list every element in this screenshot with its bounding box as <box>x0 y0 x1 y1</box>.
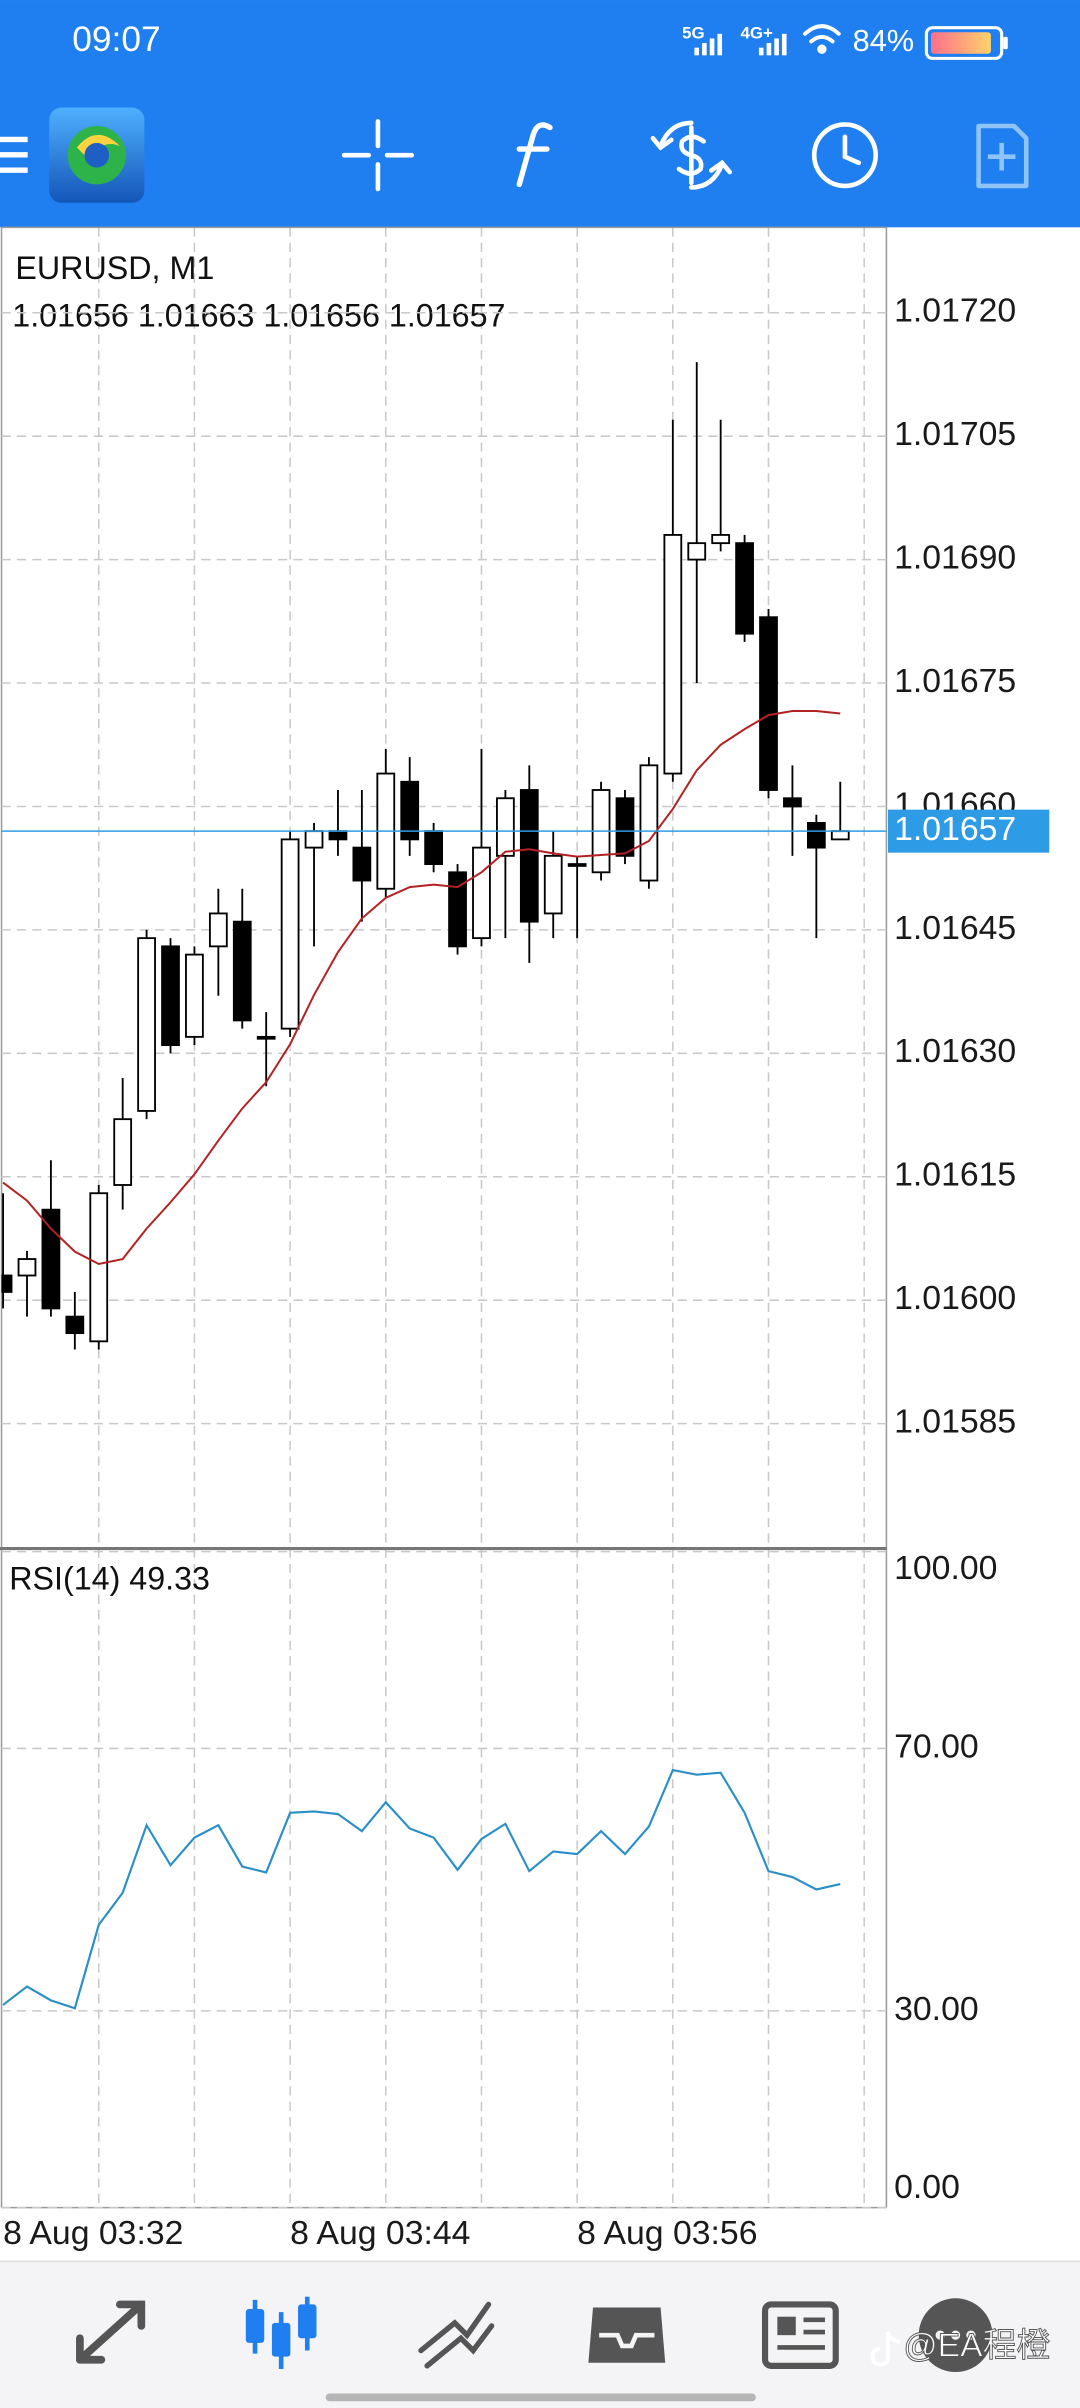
candle-body <box>41 1208 61 1310</box>
indicator <box>2 1768 841 2010</box>
candle-body <box>830 830 850 841</box>
y-tick-label: 30.00 <box>894 1990 979 2028</box>
moving-average <box>2 710 841 1266</box>
candle-body <box>496 797 515 857</box>
candle-body <box>185 953 204 1038</box>
candle-body <box>567 863 587 867</box>
rsi-title: RSI(14) 49.33 <box>9 1560 210 1596</box>
y-tick-label: 100.00 <box>894 1549 997 1587</box>
candle-body <box>735 542 754 635</box>
home-indicator <box>325 2393 756 2402</box>
candle-body <box>89 1192 109 1343</box>
app-header <box>0 0 1080 228</box>
watermark-logo <box>870 2331 901 2367</box>
signal-2 <box>758 33 787 56</box>
candle-body <box>352 846 372 882</box>
x-tick-label: 8 Aug 03:44 <box>290 2214 470 2252</box>
candle-body <box>208 912 228 948</box>
candle-body <box>65 1315 85 1335</box>
y-tick-label: 1.01720 <box>894 292 1016 330</box>
current-price-box <box>887 809 1050 853</box>
new-order-button[interactable] <box>976 123 1029 189</box>
menu-button[interactable] <box>0 136 28 173</box>
candle-body <box>1 1274 13 1293</box>
ohlc-label: 1.01656 1.01663 1.01656 1.01657 <box>12 298 505 334</box>
candle-body <box>137 937 156 1112</box>
candle-body <box>304 830 324 849</box>
history-tab[interactable] <box>588 2307 666 2363</box>
quotes-tab[interactable] <box>76 2300 146 2364</box>
y-tick-label: 70.00 <box>894 1727 979 1765</box>
clock: 09:07 <box>72 20 160 59</box>
candle-body <box>543 854 563 915</box>
y-tick-label: 1.01645 <box>894 909 1016 947</box>
news-tab[interactable] <box>761 2301 839 2369</box>
y-tick-label: 1.01690 <box>894 539 1016 577</box>
candle-body <box>759 616 778 791</box>
trade-button[interactable] <box>650 120 733 190</box>
candle-body <box>783 797 802 808</box>
wifi-icon <box>803 24 841 54</box>
candle-body <box>328 830 348 841</box>
candle-body <box>448 871 467 948</box>
y-tick-label: 1.01600 <box>894 1279 1016 1317</box>
y-tick-label: 1.01630 <box>894 1032 1016 1070</box>
battery-percent: 84% <box>853 23 914 58</box>
x-tick-label: 8 Aug 03:32 <box>3 2214 183 2252</box>
candle-body <box>472 846 491 940</box>
candle-body <box>806 822 826 849</box>
candle-body <box>256 1035 276 1040</box>
y-tick-label: 0.00 <box>894 2168 960 2206</box>
candle-body <box>711 534 731 545</box>
chart-layer: 1.01585 1.01600 1.01615 1.01630 1.01645 1.016… <box>1 292 1050 2252</box>
chat-tab[interactable] <box>918 2298 993 2373</box>
y-tick-label: 1.01705 <box>894 415 1016 453</box>
y-tick-label: 1.01675 <box>894 662 1016 700</box>
bottom-nav <box>0 2261 1080 2408</box>
candle-body <box>280 838 300 1030</box>
y-tick-label: 1.01615 <box>894 1156 1016 1194</box>
candle-body <box>232 920 252 1022</box>
watermark: @EA程橙 <box>903 2326 1050 2364</box>
candle-body <box>519 789 539 923</box>
period-button[interactable] <box>811 122 878 189</box>
candle-body <box>687 542 707 561</box>
current-price-label: 1.01657 <box>894 810 1016 848</box>
x-tick-label: 8 Aug 03:56 <box>577 2214 757 2252</box>
crosshair-button[interactable] <box>341 119 415 192</box>
battery-icon <box>924 26 1008 60</box>
candle-body <box>400 780 420 841</box>
candle-body <box>615 797 635 857</box>
symbol-title: EURUSD, M1 <box>15 250 214 286</box>
trade-tab[interactable] <box>418 2301 495 2369</box>
y-tick-label: 1.01585 <box>894 1403 1016 1441</box>
app-logo[interactable] <box>49 107 145 203</box>
signal-1 <box>694 33 723 56</box>
candle-body <box>113 1118 133 1186</box>
indicators-button[interactable] <box>516 122 553 188</box>
rsi-line <box>2 1768 841 2010</box>
candle-body <box>424 830 443 865</box>
candle-body <box>17 1258 37 1277</box>
candle-body <box>639 764 659 882</box>
candles <box>1 362 850 1350</box>
network-label: 4G+ <box>740 23 773 42</box>
network-label: 5G <box>682 23 705 42</box>
chart-area <box>0 227 1080 2262</box>
time-grid <box>97 227 865 2208</box>
candle-body <box>663 534 683 775</box>
candle-body <box>161 945 180 1047</box>
chart-tab[interactable] <box>245 2296 317 2369</box>
